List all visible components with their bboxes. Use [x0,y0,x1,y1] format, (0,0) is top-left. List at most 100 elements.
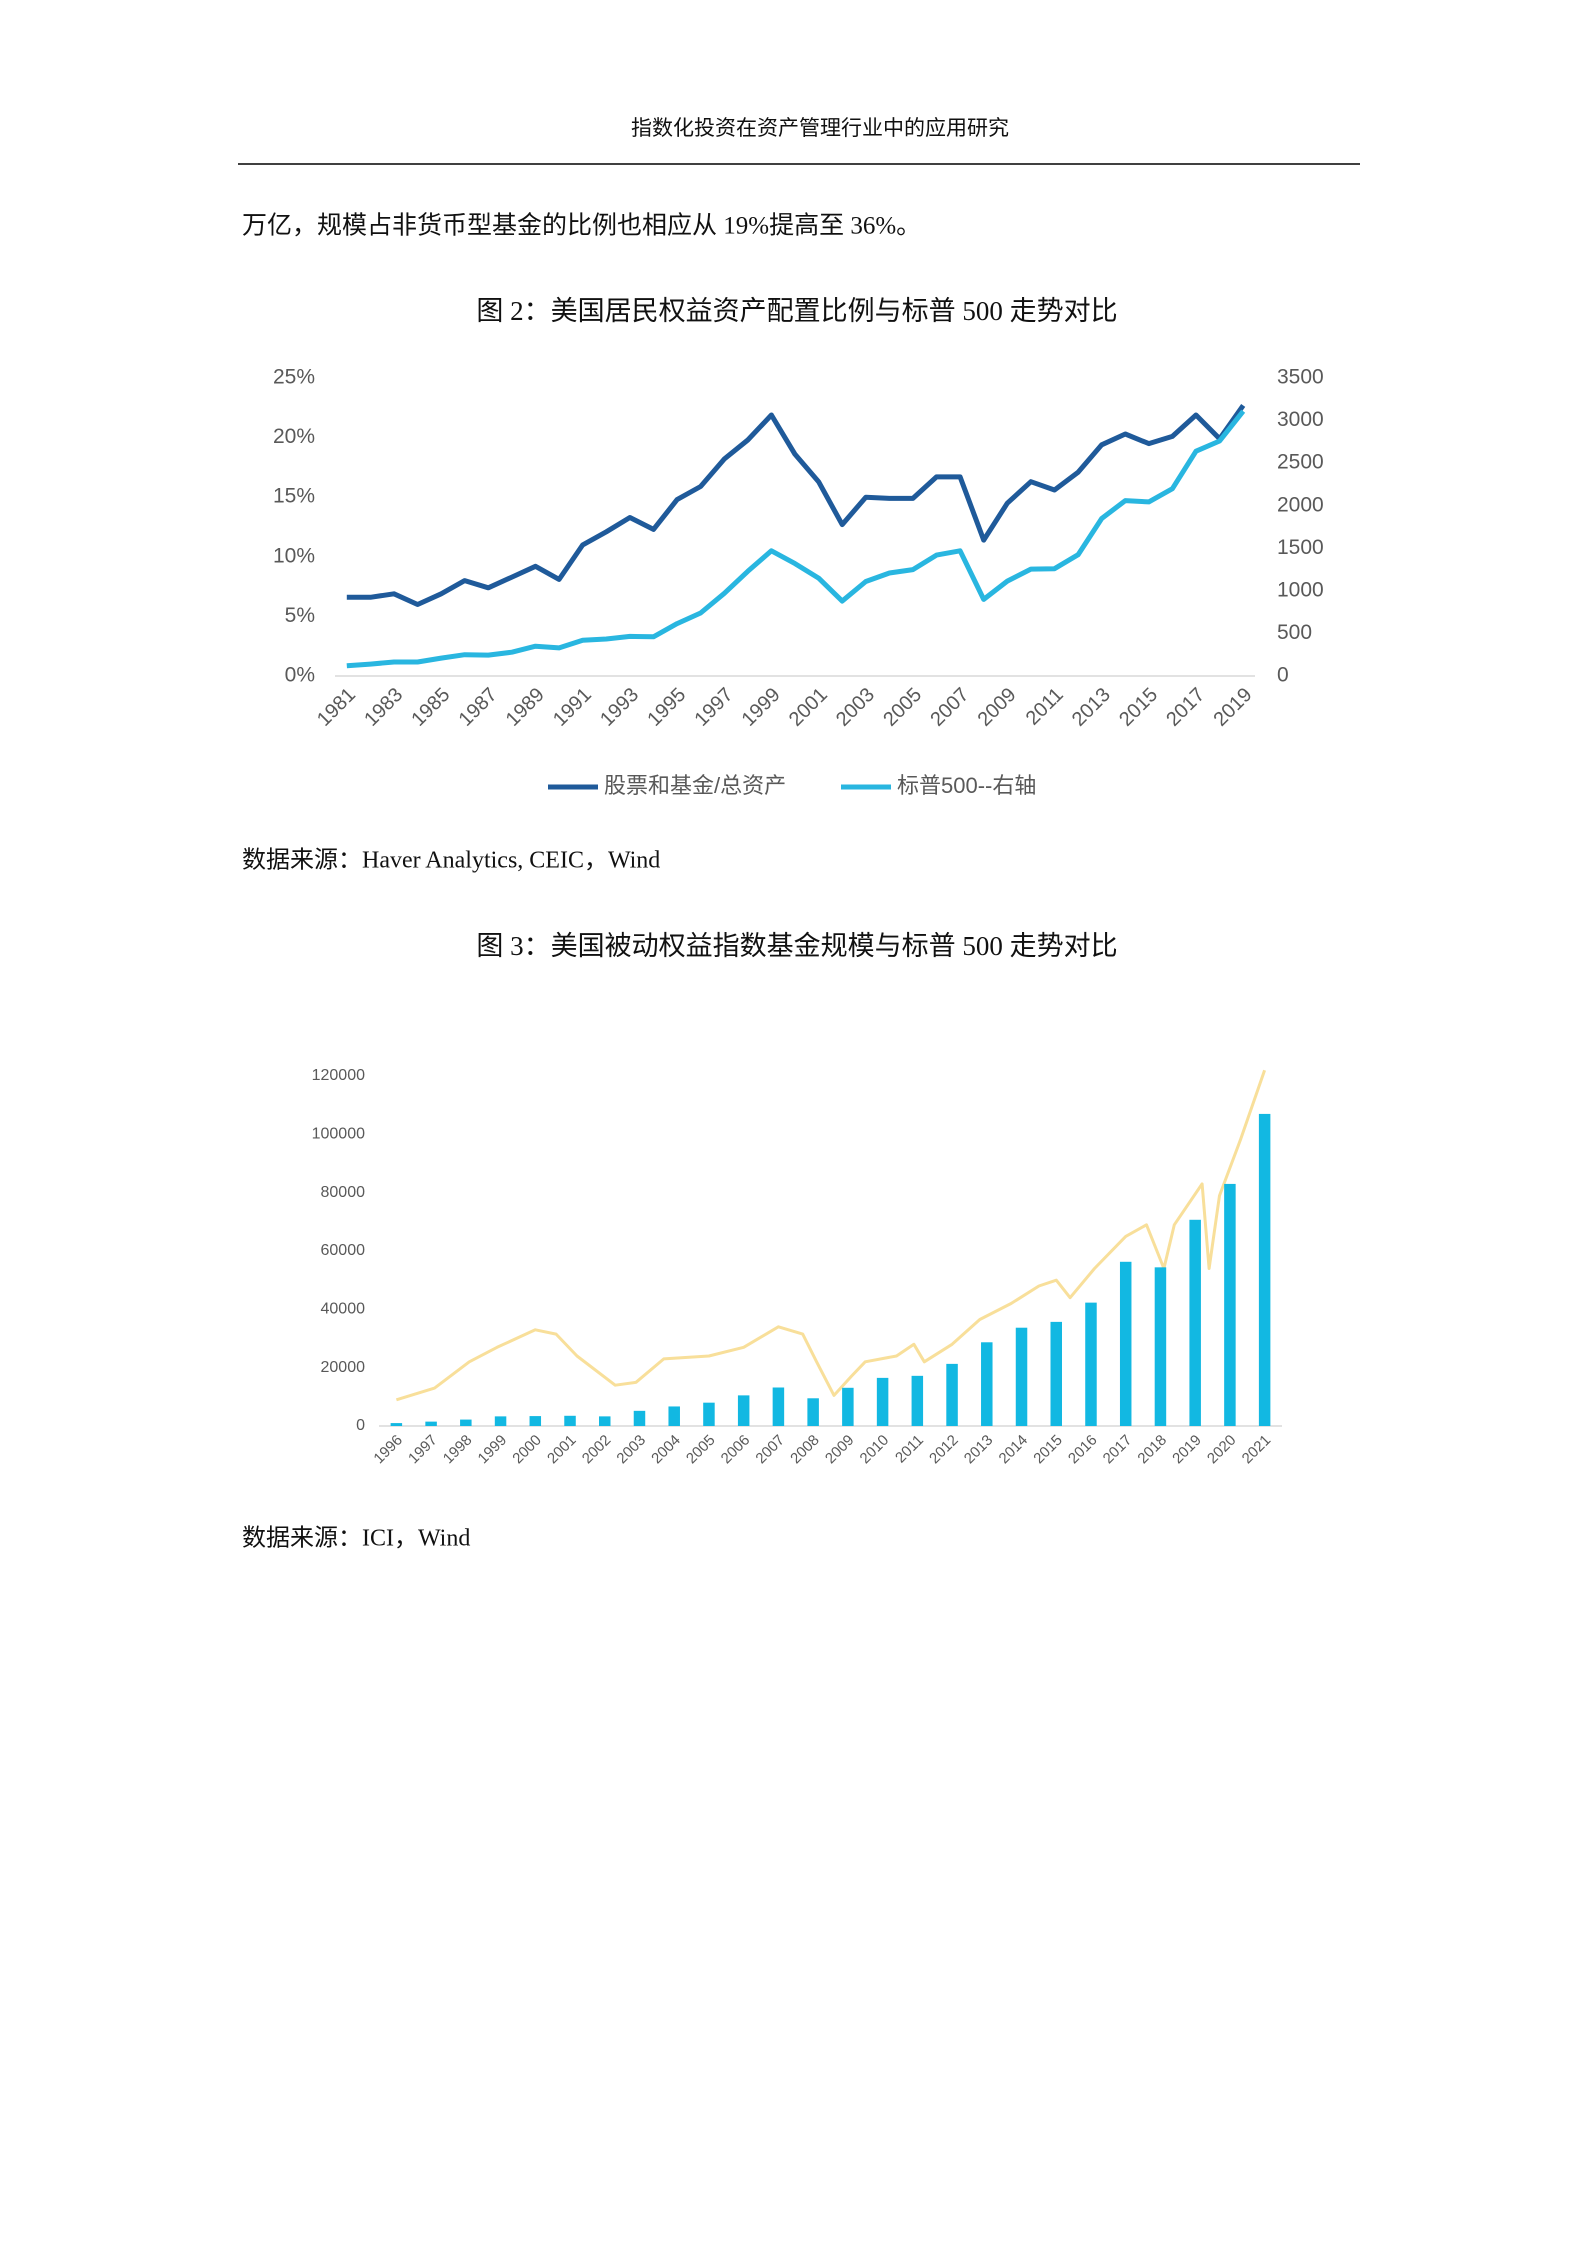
x-tick-label: 2013 [1068,684,1115,731]
x-tick-label: 2009 [974,684,1021,731]
bar [425,1421,437,1426]
x-tick-label: 2008 [787,1432,823,1468]
y-tick-label: 25% [273,366,315,389]
series-line [346,403,1246,607]
y-tick-label: 100000 [312,1126,365,1143]
x-tick-label: 2006 [718,1432,754,1468]
x-tick-label: 2001 [544,1432,580,1468]
header-title: 指数化投资在资产管理行业中的应用研究 [631,116,1009,140]
y-tick-label: 20% [273,425,315,448]
bar [529,1416,542,1426]
bar [772,1387,785,1426]
x-tick-label: 2013 [961,1432,997,1468]
x-tick-label: 2005 [879,684,926,731]
x-tick-label: 2019 [1169,1432,1205,1468]
x-tick-label: 1987 [455,684,502,731]
y2-tick-label: 2000 [1277,493,1324,516]
x-tick-label: 2015 [1115,684,1162,731]
x-tick-label: 2017 [1100,1432,1136,1468]
x-tick-label: 2001 [785,684,832,731]
bar [1258,1113,1271,1426]
bar [911,1375,924,1426]
bar [1154,1267,1167,1426]
bar [703,1402,715,1426]
x-tick-label: 2015 [1030,1432,1066,1468]
y-tick-label: 5% [285,604,315,627]
bar [390,1423,403,1426]
y2-tick-label: 1000 [1277,578,1324,601]
x-tick-label: 2011 [1022,684,1068,730]
x-tick-label: 1995 [643,684,690,731]
x-tick-label: 1989 [502,684,549,731]
index-line [395,1069,1267,1402]
bar [1224,1183,1236,1426]
x-tick-label: 1985 [407,684,454,731]
y2-tick-label: 2500 [1277,451,1324,474]
x-tick-label: 2020 [1204,1432,1240,1468]
x-tick-label: 1981 [313,684,360,731]
x-tick-label: 2012 [926,1432,962,1468]
x-tick-label: 1991 [549,684,596,731]
bar [460,1419,472,1426]
figure-title: 图 3：美国被动权益指数基金规模与标普 500 走势对比 [476,931,1117,961]
bar [668,1406,680,1426]
x-tick-label: 2004 [648,1432,684,1468]
y2-tick-label: 3500 [1277,366,1324,389]
x-tick-label: 2003 [832,684,879,731]
x-tick-label: 2005 [683,1432,719,1468]
x-tick-label: 2016 [1065,1432,1101,1468]
bar [876,1377,889,1426]
bar [599,1416,611,1426]
x-tick-label: 1999 [738,684,785,731]
x-tick-label: 1998 [440,1432,476,1468]
x-tick-label: 2018 [1134,1432,1170,1468]
y-tick-label: 15% [273,485,315,508]
bar [842,1387,854,1426]
x-tick-label: 2014 [996,1432,1032,1468]
legend-label: 标普500--右轴 [897,773,1036,798]
x-tick-label: 1997 [690,684,737,731]
bar [1050,1321,1062,1426]
y2-tick-label: 3000 [1277,408,1324,431]
x-tick-label: 2007 [752,1432,788,1468]
x-tick-label: 2003 [613,1432,649,1468]
x-tick-label: 2007 [926,684,973,731]
y2-tick-label: 1500 [1277,536,1324,559]
bar [1119,1261,1132,1426]
bar [981,1342,993,1426]
y-tick-label: 10% [273,544,315,567]
y-tick-label: 40000 [321,1301,366,1318]
x-tick-label: 2010 [857,1432,893,1468]
paragraph: 万亿，规模占非货币型基金的比例也相应从 19%提高至 36%。 [242,212,921,240]
bar [807,1398,819,1426]
x-tick-label: 2021 [1239,1432,1275,1468]
x-tick-label: 1996 [370,1432,406,1468]
x-tick-label: 2002 [579,1432,615,1468]
x-tick-label: 1983 [360,684,407,731]
y-tick-label: 20000 [321,1359,366,1376]
bar [1085,1302,1097,1426]
y-tick-label: 0 [356,1417,365,1434]
x-tick-label: 1999 [475,1432,511,1468]
y-tick-label: 60000 [321,1242,366,1259]
figure-title: 图 2：美国居民权益资产配置比例与标普 500 走势对比 [476,296,1117,326]
x-tick-label: 2019 [1209,684,1256,731]
x-tick-label: 2017 [1162,684,1209,731]
bar [564,1415,576,1426]
bar [633,1410,646,1426]
y-tick-label: 80000 [321,1184,366,1201]
series-line [346,409,1246,669]
legend-label: 股票和基金/总资产 [604,773,786,798]
y2-tick-label: 0 [1277,664,1289,687]
x-tick-label: 1993 [596,684,643,731]
y2-tick-label: 500 [1277,621,1312,644]
x-tick-label: 2000 [509,1432,545,1468]
bar [946,1363,958,1426]
y-tick-label: 0% [285,664,315,687]
x-tick-label: 1997 [405,1432,441,1468]
bar [737,1395,750,1426]
bar [1015,1327,1028,1426]
x-tick-label: 2011 [892,1432,927,1467]
